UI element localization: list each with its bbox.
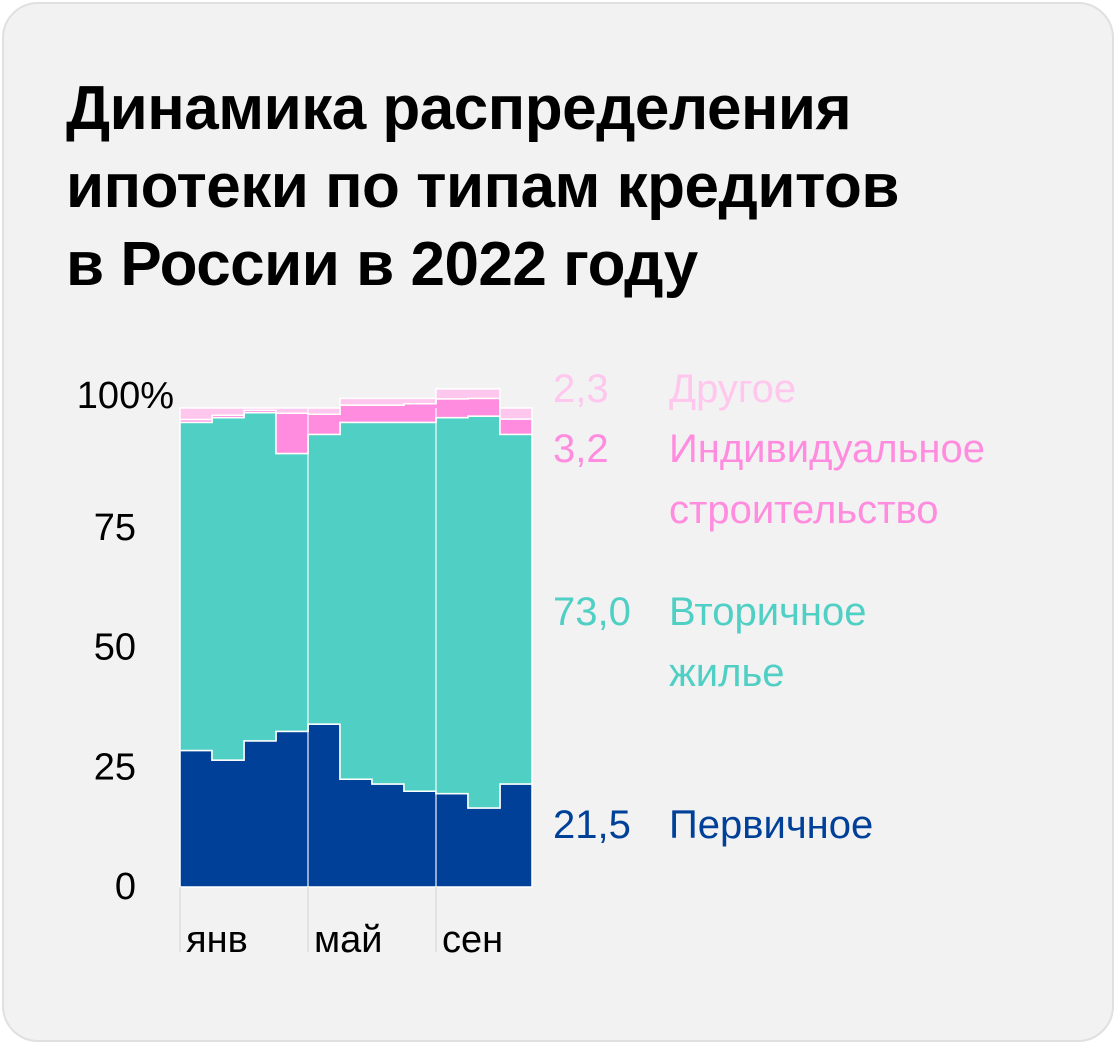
- x-axis: янв май сен: [186, 919, 503, 961]
- series-name-label: Первичное: [669, 803, 873, 847]
- y-tick-label: 0: [115, 866, 136, 908]
- chart-areas: [179, 388, 533, 888]
- x-tick-label: сен: [442, 919, 503, 961]
- chart-title: Динамика распределения ипотеки по типам …: [66, 70, 1066, 304]
- chart-dividers: [179, 408, 437, 952]
- y-tick-label: 100%: [77, 375, 174, 417]
- area-series-1: [179, 412, 533, 809]
- series-name-label: жилье: [669, 651, 785, 695]
- series-value-label: 3,2: [553, 427, 609, 471]
- y-tick-label: 75: [94, 507, 136, 549]
- series-value-label: 2,3: [553, 367, 609, 411]
- series-name-label: строительство: [669, 488, 939, 532]
- x-tick-label: янв: [186, 919, 248, 961]
- series-name-label: Другое: [669, 367, 796, 411]
- series-value-label: 21,5: [553, 803, 631, 847]
- series-labels: 21,5 Первичное 73,0 Вторичное жилье 3,2 Индиви…: [553, 367, 985, 847]
- series-name-label: Индивидуальное: [669, 427, 985, 471]
- y-tick-label: 50: [94, 627, 136, 669]
- title-line-1: Динамика распределения: [66, 74, 852, 143]
- series-value-label: 73,0: [553, 590, 631, 634]
- area-series-3: [179, 388, 533, 421]
- y-tick-label: 25: [94, 746, 136, 788]
- title-line-2: ипотеки по типам кредитов: [66, 152, 900, 221]
- x-tick-label: май: [314, 919, 383, 961]
- title-line-3: в России в 2022 году: [66, 230, 698, 299]
- y-axis: 100% 75 50 25 0: [77, 375, 174, 908]
- series-name-label: Вторичное: [669, 590, 866, 634]
